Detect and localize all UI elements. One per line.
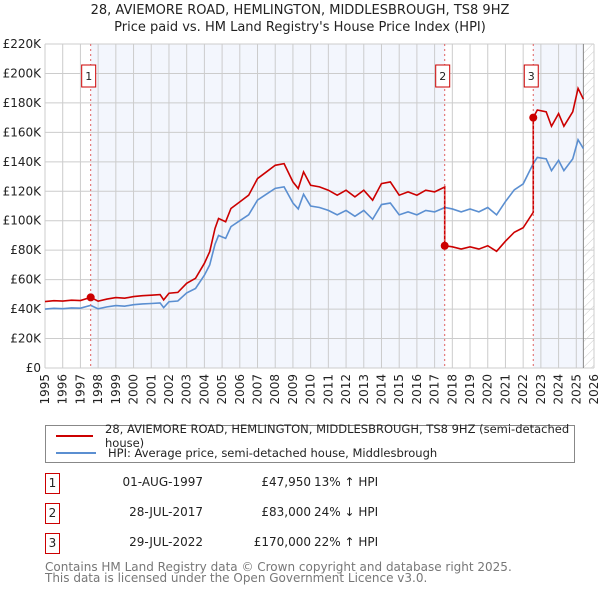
x-tick-label: 2022 — [516, 374, 530, 405]
x-tick-label: 2008 — [268, 374, 282, 405]
x-tick-label: 2013 — [357, 374, 371, 405]
legend-swatch-price — [56, 435, 93, 437]
x-tick-label: 2023 — [534, 374, 548, 405]
sale-label: 1 — [85, 70, 92, 83]
x-tick-label: 2017 — [428, 374, 442, 405]
x-tick-label: 2024 — [552, 374, 566, 405]
y-tick-label: £0 — [26, 361, 41, 375]
legend-item-hpi: HPI: Average price, semi-detached house,… — [56, 445, 437, 461]
forecast-hatch — [583, 44, 594, 368]
sale-label-box — [523, 64, 539, 88]
price-chart: 1995 1996 1997 1998 1999 2000 2001 2002 2003 2004… — [3, 37, 600, 405]
y-tick-label: £220K — [3, 37, 43, 51]
y-tick-label: £180K — [3, 96, 43, 110]
sale-point — [529, 113, 538, 122]
hpi-line — [44, 137, 585, 310]
sale-row: 3 29-JUL-2022 £170,000 22% ↑ HPI — [45, 533, 445, 554]
sale-price: £170,000 — [253, 535, 311, 549]
sale-number: 3 — [45, 533, 60, 554]
sale-date: 01-AUG-1997 — [122, 475, 204, 489]
y-tick-label: £140K — [3, 155, 43, 169]
chart-subtitle: Price paid vs. HM Land Registry's House … — [114, 20, 486, 35]
x-tick-label: 2009 — [286, 374, 300, 405]
sale-date: 28-JUL-2017 — [129, 505, 203, 519]
chart-title: 28, AVIEMORE ROAD, HEMLINGTON, MIDDLESBR… — [90, 3, 510, 18]
y-tick-label: £120K — [3, 184, 43, 198]
sale-label: 2 — [439, 70, 446, 83]
x-tick-label: 2002 — [162, 374, 176, 405]
sale-label-box — [81, 64, 97, 88]
x-tick-label: 2006 — [233, 374, 247, 405]
sale-point — [440, 241, 449, 250]
sale-row: 2 28-JUL-2017 £83,000 24% ↓ HPI — [45, 503, 445, 524]
x-tick-label: 1997 — [73, 374, 87, 405]
sale-row: 1 01-AUG-1997 £47,950 13% ↑ HPI — [45, 473, 445, 494]
x-tick-label: 2019 — [463, 374, 477, 405]
x-tick-label: 2005 — [215, 374, 229, 405]
x-tick-label: 2003 — [180, 374, 194, 405]
y-tick-label: £200K — [3, 66, 43, 80]
legend-label-price: 28, AVIEMORE ROAD, HEMLINGTON, MIDDLESBR… — [105, 422, 570, 450]
x-tick-label: 2020 — [481, 374, 495, 405]
footer-licence: This data is licensed under the Open Gov… — [45, 571, 428, 585]
sale-hpi-change: 24% ↓ HPI — [314, 505, 379, 519]
x-tick-label: 2010 — [304, 374, 318, 405]
x-tick-label: 2000 — [127, 374, 141, 405]
footer-copyright: Contains HM Land Registry data © Crown c… — [45, 560, 512, 574]
x-tick-label: 2026 — [587, 374, 600, 405]
legend-item-price: 28, AVIEMORE ROAD, HEMLINGTON, MIDDLESBR… — [56, 422, 574, 450]
sale-hpi-change: 22% ↑ HPI — [314, 535, 379, 549]
x-tick-label: 2025 — [569, 374, 583, 405]
x-tick-label: 2015 — [392, 374, 406, 405]
sale-date: 29-JUL-2022 — [129, 535, 203, 549]
y-tick-label: £40K — [10, 302, 42, 316]
y-tick-label: £80K — [10, 243, 42, 257]
x-tick-label: 1996 — [56, 374, 70, 405]
ownership-shade — [90, 44, 445, 368]
y-tick-label: £20K — [10, 332, 42, 346]
x-tick-label: 2007 — [251, 374, 265, 405]
sale-number: 2 — [45, 503, 60, 524]
sale-hpi-change: 13% ↑ HPI — [314, 475, 379, 489]
price-line — [44, 85, 585, 303]
x-tick-label: 2011 — [321, 374, 335, 405]
legend-swatch-hpi — [56, 452, 96, 454]
x-tick-label: 2014 — [374, 374, 388, 405]
x-tick-label: 2004 — [197, 374, 211, 405]
x-tick-label: 1998 — [91, 374, 105, 405]
chart-legend: 28, AVIEMORE ROAD, HEMLINGTON, MIDDLESBR… — [45, 422, 575, 463]
y-tick-label: £60K — [10, 273, 42, 287]
x-tick-label: 1999 — [109, 374, 123, 405]
legend-label-hpi: HPI: Average price, semi-detached house,… — [108, 446, 438, 460]
sale-price: £47,950 — [261, 475, 311, 489]
sale-point — [86, 293, 95, 302]
sale-number: 1 — [45, 473, 60, 494]
sale-label-box — [435, 64, 451, 88]
y-tick-label: £100K — [3, 214, 43, 228]
sale-label: 3 — [528, 70, 535, 83]
x-tick-label: 2012 — [339, 374, 353, 405]
x-tick-label: 1995 — [38, 374, 52, 405]
y-tick-label: £160K — [3, 125, 43, 139]
sale-price: £83,000 — [261, 505, 311, 519]
x-tick-label: 2016 — [410, 374, 424, 405]
x-tick-label: 2001 — [144, 374, 158, 405]
x-tick-label: 2018 — [445, 374, 459, 405]
x-tick-label: 2021 — [498, 374, 512, 405]
